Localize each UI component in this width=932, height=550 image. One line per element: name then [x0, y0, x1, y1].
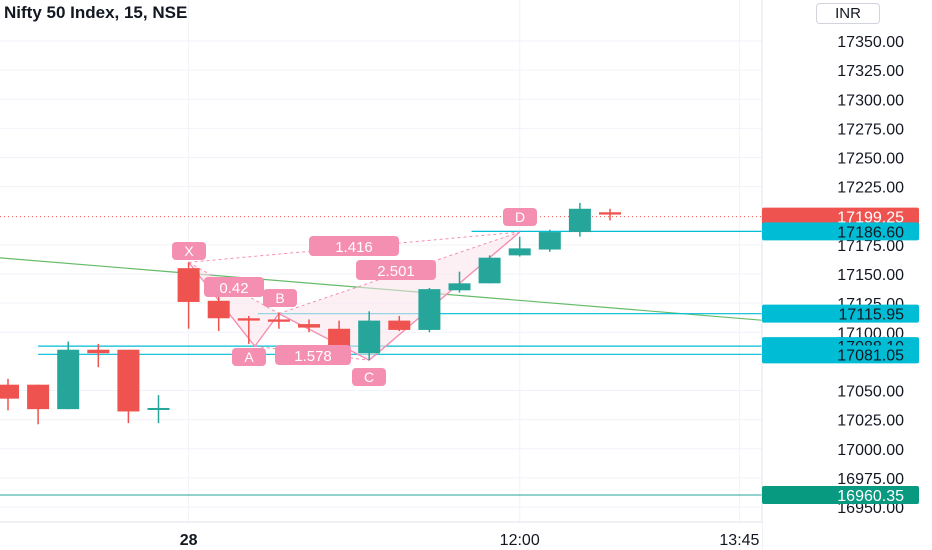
candle	[388, 320, 411, 330]
price-tick-label: 16950.00	[837, 500, 904, 517]
candle	[117, 349, 140, 412]
price-tick-label: 17250.00	[837, 151, 904, 168]
candle	[177, 268, 200, 302]
candle	[599, 212, 621, 215]
candle	[568, 208, 591, 233]
candle	[298, 324, 320, 328]
price-tick-label: 17150.00	[837, 267, 904, 284]
pattern-ratio-label	[356, 260, 436, 280]
price-tick-label: 16975.00	[837, 471, 904, 488]
time-tick-label: 13:45	[719, 532, 759, 549]
candle	[478, 257, 501, 284]
price-line-badge	[762, 222, 919, 241]
pattern-ratio-text: 1.416	[335, 239, 373, 256]
pattern-point-text: A	[244, 349, 254, 365]
candle	[0, 384, 19, 399]
price-line-badge-text: 17115.95	[838, 307, 904, 324]
price-line-badge-text: 17186.60	[837, 224, 904, 241]
pattern-ratio-text: 0.42	[219, 280, 248, 297]
pattern-ratio-label	[309, 236, 399, 256]
candle	[87, 349, 110, 354]
candle	[237, 318, 260, 321]
support-badge-text: 16960.35	[837, 488, 904, 505]
pattern-ratio-text: 1.578	[294, 348, 332, 365]
pattern-ratio-label	[204, 277, 264, 297]
pattern-point-label	[263, 289, 297, 307]
pattern-point-label	[352, 368, 386, 386]
price-tick-label: 17175.00	[837, 238, 904, 255]
price-line-badge	[762, 304, 919, 323]
pattern-point-text: C	[364, 369, 374, 385]
pattern-point-label	[503, 208, 537, 226]
support-badge	[762, 485, 919, 504]
price-tick-label: 17000.00	[837, 442, 904, 459]
candle	[207, 300, 230, 319]
price-axis	[762, 0, 932, 550]
price-line-badge-text: 17081.05	[837, 347, 904, 364]
pattern-point-label	[172, 242, 206, 260]
price-tick-label: 17275.00	[837, 121, 904, 138]
candle	[57, 349, 80, 410]
pattern-point-text: X	[184, 243, 194, 259]
candle	[448, 283, 471, 291]
price-tick-label: 17050.00	[837, 384, 904, 401]
symbol-title: Nifty 50 Index, 15, NSE	[4, 3, 188, 22]
candle	[267, 319, 290, 322]
pattern-ratio-line	[188, 231, 520, 263]
price-tick-label: 17300.00	[837, 92, 904, 109]
pattern-ratio-label	[275, 345, 351, 365]
candle	[538, 232, 561, 250]
currency-button[interactable]: INR	[816, 3, 880, 24]
pattern-ratio-text: 2.501	[377, 263, 415, 280]
trendline	[0, 257, 767, 322]
price-tick-label: 17350.00	[837, 34, 904, 51]
price-line-badge	[762, 345, 919, 364]
candle	[358, 320, 381, 354]
pattern-point-text: D	[515, 209, 525, 225]
last-price-badge	[762, 207, 919, 226]
price-tick-label: 17225.00	[837, 180, 904, 197]
candle	[508, 248, 531, 256]
candle	[27, 384, 50, 410]
pattern-point-text: B	[275, 290, 284, 306]
price-tick-label: 17025.00	[837, 413, 904, 430]
candle	[147, 407, 170, 410]
time-tick-label: 12:00	[500, 532, 540, 549]
candle	[418, 289, 441, 330]
pattern-point-label	[232, 348, 266, 366]
time-tick-label: 28	[180, 532, 198, 549]
time-axis	[0, 522, 762, 550]
price-tick-label: 17325.00	[837, 63, 904, 80]
